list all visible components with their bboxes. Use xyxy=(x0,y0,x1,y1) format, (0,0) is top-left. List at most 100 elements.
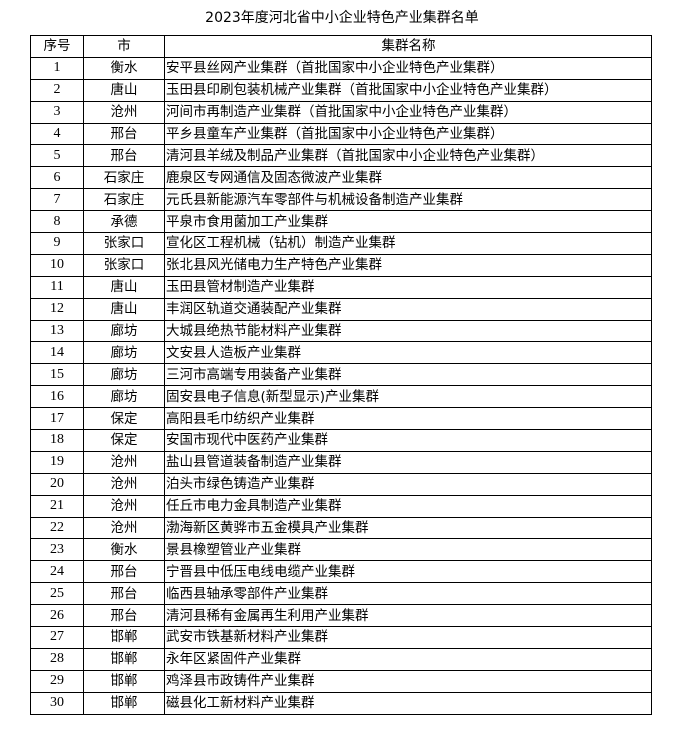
row-name: 平乡县童车产业集群（首批国家中小企业特色产业集群） xyxy=(164,122,652,146)
table-row: 22 沧州 渤海新区黄骅市五金模具产业集群 xyxy=(30,516,652,540)
row-city: 邯郸 xyxy=(83,691,165,715)
row-no: 23 xyxy=(30,538,84,562)
row-city: 邢台 xyxy=(83,582,165,606)
row-city: 邢台 xyxy=(83,560,165,584)
row-no: 13 xyxy=(30,319,84,343)
row-name: 平泉市食用菌加工产业集群 xyxy=(164,210,652,234)
row-no: 5 xyxy=(30,144,84,168)
row-no: 20 xyxy=(30,472,84,496)
header-no: 序号 xyxy=(30,35,84,58)
row-name: 高阳县毛巾纺织产业集群 xyxy=(164,407,652,431)
table-row: 8 承德 平泉市食用菌加工产业集群 xyxy=(30,210,652,234)
row-city: 邯郸 xyxy=(83,626,165,649)
row-name: 元氏县新能源汽车零部件与机械设备制造产业集群 xyxy=(164,188,652,212)
row-no: 2 xyxy=(30,78,84,102)
table-row: 24 邢台 宁晋县中低压电线电缆产业集群 xyxy=(30,560,652,584)
row-no: 12 xyxy=(30,297,84,321)
row-no: 22 xyxy=(30,516,84,540)
row-city: 沧州 xyxy=(83,100,165,124)
row-name: 文安县人造板产业集群 xyxy=(164,341,652,365)
row-name: 三河市高端专用装备产业集群 xyxy=(164,363,652,387)
table-row: 23 衡水 景县橡塑管业产业集群 xyxy=(30,538,652,562)
table-row: 6 石家庄 鹿泉区专网通信及固态微波产业集群 xyxy=(30,166,652,190)
row-name: 玉田县印刷包装机械产业集群（首批国家中小企业特色产业集群） xyxy=(164,78,652,102)
table-header-row: 序号 市 集群名称 xyxy=(30,35,652,58)
row-no: 30 xyxy=(30,691,84,715)
table-row: 25 邢台 临西县轴承零部件产业集群 xyxy=(30,582,652,606)
row-no: 18 xyxy=(30,429,84,452)
row-name: 清河县羊绒及制品产业集群（首批国家中小企业特色产业集群） xyxy=(164,144,652,168)
row-name: 固安县电子信息(新型显示)产业集群 xyxy=(164,385,652,409)
row-no: 24 xyxy=(30,560,84,584)
row-no: 29 xyxy=(30,669,84,693)
table-row: 1 衡水 安平县丝网产业集群（首批国家中小企业特色产业集群） xyxy=(30,56,652,80)
row-no: 27 xyxy=(30,626,84,649)
table-row: 11 唐山 玉田县管材制造产业集群 xyxy=(30,275,652,299)
row-name: 大城县绝热节能材料产业集群 xyxy=(164,319,652,343)
row-name: 宣化区工程机械（钻机）制造产业集群 xyxy=(164,232,652,255)
row-city: 廊坊 xyxy=(83,385,165,409)
row-city: 沧州 xyxy=(83,494,165,518)
row-no: 3 xyxy=(30,100,84,124)
table-row: 10 张家口 张北县风光储电力生产特色产业集群 xyxy=(30,253,652,277)
row-city: 邯郸 xyxy=(83,647,165,671)
row-city: 石家庄 xyxy=(83,166,165,190)
row-no: 11 xyxy=(30,275,84,299)
row-city: 保定 xyxy=(83,429,165,452)
table-row: 13 廊坊 大城县绝热节能材料产业集群 xyxy=(30,319,652,343)
row-no: 4 xyxy=(30,122,84,146)
row-city: 沧州 xyxy=(83,472,165,496)
row-no: 15 xyxy=(30,363,84,387)
row-no: 25 xyxy=(30,582,84,606)
row-name: 临西县轴承零部件产业集群 xyxy=(164,582,652,606)
row-no: 10 xyxy=(30,253,84,277)
row-city: 唐山 xyxy=(83,275,165,299)
table-row: 26 邢台 清河县稀有金属再生利用产业集群 xyxy=(30,604,652,628)
row-no: 1 xyxy=(30,56,84,80)
table-row: 9 张家口 宣化区工程机械（钻机）制造产业集群 xyxy=(30,232,652,255)
row-name: 安平县丝网产业集群（首批国家中小企业特色产业集群） xyxy=(164,56,652,80)
row-name: 清河县稀有金属再生利用产业集群 xyxy=(164,604,652,628)
row-name: 鸡泽县市政铸件产业集群 xyxy=(164,669,652,693)
row-no: 14 xyxy=(30,341,84,365)
header-city: 市 xyxy=(83,35,165,58)
table-row: 18 保定 安国市现代中医药产业集群 xyxy=(30,429,652,452)
row-name: 任丘市电力金具制造产业集群 xyxy=(164,494,652,518)
row-no: 9 xyxy=(30,232,84,255)
table-row: 29 邯郸 鸡泽县市政铸件产业集群 xyxy=(30,669,652,693)
row-city: 邢台 xyxy=(83,144,165,168)
table-row: 7 石家庄 元氏县新能源汽车零部件与机械设备制造产业集群 xyxy=(30,188,652,212)
row-no: 19 xyxy=(30,450,84,474)
table-row: 4 邢台 平乡县童车产业集群（首批国家中小企业特色产业集群） xyxy=(30,122,652,146)
row-city: 保定 xyxy=(83,407,165,431)
row-city: 邢台 xyxy=(83,122,165,146)
row-city: 沧州 xyxy=(83,516,165,540)
table-row: 3 沧州 河间市再制造产业集群（首批国家中小企业特色产业集群） xyxy=(30,100,652,124)
table-row: 12 唐山 丰润区轨道交通装配产业集群 xyxy=(30,297,652,321)
row-name: 河间市再制造产业集群（首批国家中小企业特色产业集群） xyxy=(164,100,652,124)
table-row: 2 唐山 玉田县印刷包装机械产业集群（首批国家中小企业特色产业集群） xyxy=(30,78,652,102)
table-row: 21 沧州 任丘市电力金具制造产业集群 xyxy=(30,494,652,518)
table-row: 27 邯郸 武安市铁基新材料产业集群 xyxy=(30,626,652,649)
row-city: 张家口 xyxy=(83,232,165,255)
row-name: 丰润区轨道交通装配产业集群 xyxy=(164,297,652,321)
row-city: 石家庄 xyxy=(83,188,165,212)
table-row: 5 邢台 清河县羊绒及制品产业集群（首批国家中小企业特色产业集群） xyxy=(30,144,652,168)
row-name: 安国市现代中医药产业集群 xyxy=(164,429,652,452)
row-city: 邯郸 xyxy=(83,669,165,693)
row-name: 渤海新区黄骅市五金模具产业集群 xyxy=(164,516,652,540)
row-city: 唐山 xyxy=(83,78,165,102)
row-city: 承德 xyxy=(83,210,165,234)
table-row: 28 邯郸 永年区紧固件产业集群 xyxy=(30,647,652,671)
row-city: 张家口 xyxy=(83,253,165,277)
row-no: 16 xyxy=(30,385,84,409)
row-city: 廊坊 xyxy=(83,319,165,343)
row-city: 衡水 xyxy=(83,538,165,562)
table-row: 16 廊坊 固安县电子信息(新型显示)产业集群 xyxy=(30,385,652,409)
row-no: 28 xyxy=(30,647,84,671)
document-title: 2023年度河北省中小企业特色产业集群名单 xyxy=(205,10,479,26)
row-no: 21 xyxy=(30,494,84,518)
cluster-table: 序号 市 集群名称 1 衡水 安平县丝网产业集群（首批国家中小企业特色产业集群） 2 唐… xyxy=(30,35,652,715)
row-city: 邢台 xyxy=(83,604,165,628)
row-city: 廊坊 xyxy=(83,363,165,387)
